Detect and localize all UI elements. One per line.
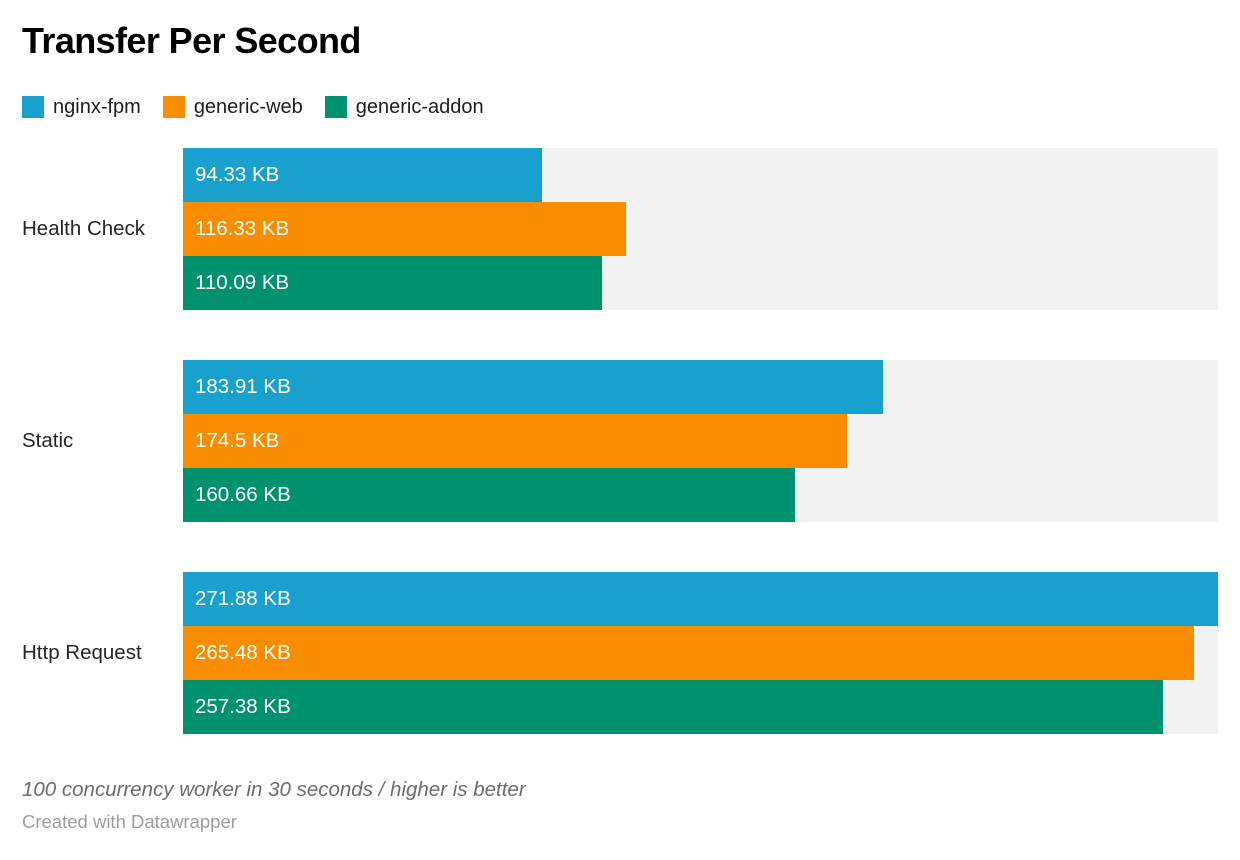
bar-stack: 271.88 KB 265.48 KB 257.38 KB [183,572,1218,734]
legend-item-generic-addon: generic-addon [324,95,484,119]
category-label: Health Check [22,217,146,240]
legend: nginx-fpm generic-web generic-addon [22,95,1218,119]
bar-value-label: 116.33 KB [195,216,290,240]
bar-generic-addon: 160.66 KB [183,468,795,522]
legend-swatch-generic-addon [324,96,347,118]
bar-value-label: 257.38 KB [195,694,291,718]
bar-value-label: 160.66 KB [195,482,291,506]
chart-title: Transfer Per Second [22,20,361,61]
legend-item-generic-web: generic-web [162,95,303,119]
bar-nginx-fpm: 271.88 KB [183,572,1218,626]
bar-group-static: Static 183.91 KB 174.5 KB 160.66 KB [22,360,1218,522]
bar-generic-web: 265.48 KB [183,626,1194,680]
legend-swatch-nginx-fpm [22,96,44,118]
bar-value-label: 265.48 KB [195,640,291,664]
bar-generic-web: 116.33 KB [183,202,626,256]
bar-nginx-fpm: 183.91 KB [183,360,884,414]
legend-label: nginx-fpm [53,96,141,118]
bar-track: 174.5 KB [183,414,1218,468]
bar-group-http-request: Http Request 271.88 KB 265.48 KB 257.38 … [22,572,1218,734]
bar-generic-web: 174.5 KB [183,414,848,468]
bar-value-label: 183.91 KB [195,374,291,398]
bar-group-health-check: Health Check 94.33 KB 116.33 KB 110.09 K… [22,148,1218,310]
legend-label: generic-web [193,96,303,118]
bar-track: 160.66 KB [183,468,1218,522]
bar-track: 183.91 KB [183,360,1218,414]
bar-track: 271.88 KB [183,572,1218,626]
legend-item-nginx-fpm: nginx-fpm [22,95,141,119]
bar-track: 257.38 KB [183,680,1218,734]
bar-nginx-fpm: 94.33 KB [183,148,543,202]
bar-value-label: 271.88 KB [195,586,291,610]
bar-value-label: 110.09 KB [195,270,290,294]
category-label: Http Request [22,641,142,664]
bar-track: 116.33 KB [183,202,1218,256]
attribution: Created with Datawrapper [22,811,237,832]
bar-value-label: 94.33 KB [195,162,280,186]
bar-stack: 94.33 KB 116.33 KB 110.09 KB [183,148,1218,310]
bar-track: 110.09 KB [183,256,1218,310]
bar-generic-addon: 257.38 KB [183,680,1163,734]
plot-area: Health Check 94.33 KB 116.33 KB 110.09 K… [22,148,1218,734]
bar-generic-addon: 110.09 KB [183,256,603,310]
legend-swatch-generic-web [162,96,185,118]
bar-stack: 183.91 KB 174.5 KB 160.66 KB [183,360,1218,522]
legend-label: generic-addon [355,96,484,118]
category-label: Static [22,429,74,452]
footnote: 100 concurrency worker in 30 seconds / h… [22,778,526,801]
bar-track: 265.48 KB [183,626,1218,680]
bar-value-label: 174.5 KB [195,428,280,452]
bar-track: 94.33 KB [183,148,1218,202]
